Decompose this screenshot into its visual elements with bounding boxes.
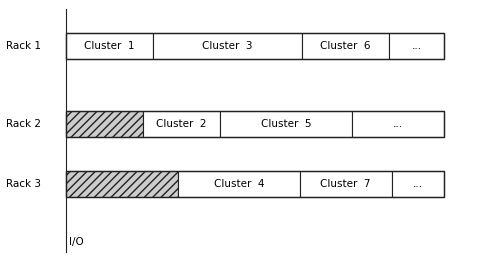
Bar (66, 171, 444, 197)
Text: Cluster  7: Cluster 7 (320, 179, 371, 189)
Text: Cluster  1: Cluster 1 (84, 41, 135, 51)
Text: Rack 3: Rack 3 (6, 179, 42, 189)
Text: ...: ... (393, 119, 403, 129)
Text: ...: ... (413, 179, 423, 189)
Bar (66, 33, 153, 59)
Bar (66, 111, 143, 137)
Text: I/O: I/O (68, 237, 84, 247)
Bar (220, 111, 352, 137)
Bar (392, 171, 444, 197)
Text: Rack 2: Rack 2 (6, 119, 42, 129)
Text: Cluster  3: Cluster 3 (202, 41, 253, 51)
Text: Cluster  5: Cluster 5 (261, 119, 312, 129)
Bar (66, 33, 444, 59)
Bar (143, 111, 220, 137)
Bar (66, 171, 178, 197)
Text: ...: ... (412, 41, 422, 51)
Bar (302, 33, 389, 59)
Bar (352, 111, 444, 137)
Bar (153, 33, 302, 59)
Text: Rack 1: Rack 1 (6, 41, 42, 51)
Bar (389, 33, 444, 59)
Text: Cluster  2: Cluster 2 (156, 119, 207, 129)
Text: Cluster  4: Cluster 4 (214, 179, 264, 189)
Text: Cluster  6: Cluster 6 (320, 41, 371, 51)
Bar (300, 171, 392, 197)
Bar (66, 111, 444, 137)
Bar (178, 171, 300, 197)
